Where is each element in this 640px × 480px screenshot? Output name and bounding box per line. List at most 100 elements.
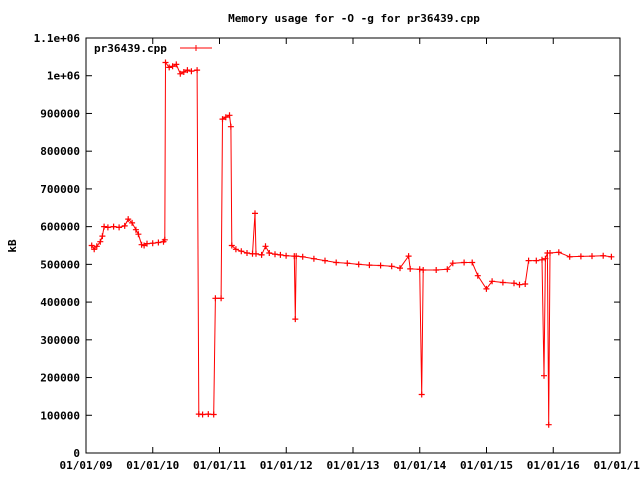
data-point [449, 260, 456, 267]
legend-label-pr36439: pr36439.cpp [94, 42, 167, 55]
data-point [416, 266, 423, 273]
y-tick-label: 700000 [40, 183, 80, 196]
data-point [483, 285, 490, 292]
data-point [533, 257, 540, 264]
data-point [397, 265, 403, 272]
data-point [97, 238, 104, 245]
y-tick-label: 900000 [40, 107, 80, 120]
data-point [355, 261, 362, 268]
data-point [516, 281, 523, 288]
data-point [194, 67, 201, 74]
data-point [212, 295, 219, 302]
x-tick-label: 01/01/14 [393, 459, 446, 472]
data-point [177, 70, 184, 77]
data-point [219, 116, 226, 123]
data-point [444, 266, 451, 273]
data-point [218, 295, 225, 302]
data-point [272, 251, 278, 258]
series-line [91, 61, 612, 425]
data-point [566, 253, 573, 260]
data-point [173, 61, 180, 68]
data-point [88, 242, 95, 249]
y-tick-label: 500000 [40, 258, 80, 271]
chart-title: Memory usage for -O -g for pr36439.cpp [228, 12, 480, 25]
data-point [169, 63, 176, 70]
data-point [474, 272, 481, 279]
data-point [188, 68, 195, 75]
data-point [110, 223, 117, 230]
data-point [547, 250, 553, 256]
data-point [545, 421, 552, 428]
data-point [238, 248, 245, 255]
data-point [310, 255, 317, 262]
data-point [93, 243, 100, 250]
data-point [600, 252, 607, 259]
data-point [162, 59, 169, 66]
data-point [91, 246, 98, 253]
data-point [489, 278, 496, 285]
data-point [228, 242, 235, 249]
data-point [184, 67, 191, 74]
data-point [161, 236, 168, 243]
data-point [116, 224, 123, 231]
y-tick-label: 100000 [40, 409, 80, 422]
data-point [132, 226, 139, 233]
y-tick-label: 200000 [40, 372, 80, 385]
data-point [541, 372, 547, 379]
data-point [555, 249, 562, 256]
data-point [149, 240, 156, 247]
data-point [104, 224, 111, 231]
data-point [99, 233, 106, 240]
x-tick-label: 01/01/12 [260, 459, 313, 472]
x-tick-label: 01/01/16 [527, 459, 580, 472]
y-tick-label: 800000 [40, 145, 80, 158]
y-tick-label: 1.1e+06 [34, 32, 81, 45]
data-point [129, 219, 136, 226]
y-tick-label: 1e+06 [47, 70, 80, 83]
data-point [420, 267, 427, 273]
data-point [405, 253, 412, 260]
data-point [322, 257, 328, 264]
data-point [222, 114, 229, 121]
y-axis-label: kB [6, 239, 19, 253]
data-point [542, 255, 549, 262]
x-axis-ticks: 01/01/09 01/01/10 01/01/11 01/01/12 01/01/13… [60, 38, 640, 472]
data-point [525, 257, 532, 264]
legend: pr36439.cpp [94, 42, 212, 55]
series-layer [88, 59, 615, 428]
data-point [608, 253, 615, 260]
data-point [418, 391, 425, 398]
data-point [539, 256, 545, 263]
data-point [199, 411, 206, 418]
data-point [226, 112, 233, 119]
x-tick-label: 01/01/11 [193, 459, 246, 472]
data-point [258, 251, 265, 258]
data-point [299, 253, 306, 260]
x-tick-label: 01/01/10 [126, 459, 179, 472]
data-point [244, 250, 250, 256]
y-tick-label: 0 [73, 447, 80, 460]
y-tick-label: 300000 [40, 334, 80, 347]
x-tick-label: 01/01/09 [60, 459, 113, 472]
data-point [499, 279, 506, 286]
data-point [155, 239, 162, 246]
data-point [469, 259, 476, 266]
y-tick-label: 400000 [40, 296, 80, 309]
data-point [180, 69, 187, 75]
data-point [205, 411, 212, 418]
data-point [101, 223, 108, 230]
data-point [388, 263, 395, 270]
data-point [252, 210, 258, 217]
data-point [344, 260, 351, 267]
data-point [293, 253, 300, 260]
data-point [262, 243, 269, 250]
data-point [366, 262, 373, 269]
data-point [292, 316, 299, 323]
data-point [277, 251, 284, 258]
y-axis-ticks: 0 100000 200000 300000 400000 500000 600000 700… [34, 32, 620, 460]
data-point [135, 231, 142, 238]
data-point [210, 411, 217, 418]
y-tick-label: 600000 [40, 221, 80, 234]
data-point [166, 64, 173, 71]
